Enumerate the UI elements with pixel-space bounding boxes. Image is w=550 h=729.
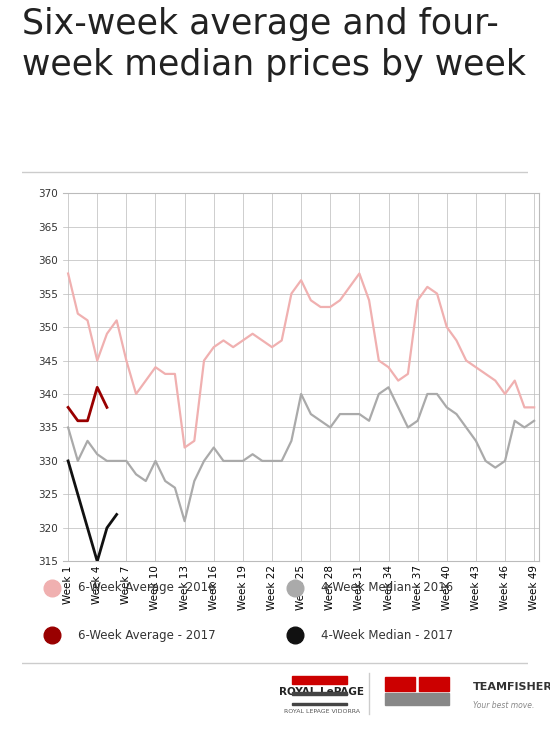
Bar (385, 677, 415, 690)
Text: ROYAL LEPAGE VIDORRA: ROYAL LEPAGE VIDORRA (284, 709, 360, 714)
Text: Six-week average and four-
week median prices by week: Six-week average and four- week median p… (22, 7, 526, 82)
Text: 6-Week Average - 2016: 6-Week Average - 2016 (78, 581, 215, 594)
Bar (292, 703, 346, 706)
Bar (292, 692, 346, 695)
Text: 4-Week Median - 2017: 4-Week Median - 2017 (321, 628, 453, 642)
Bar (419, 677, 449, 690)
Text: ROYAL LePAGE: ROYAL LePAGE (279, 687, 364, 697)
Text: Your best move.: Your best move. (473, 701, 535, 710)
Text: 4-Week Median - 2016: 4-Week Median - 2016 (321, 581, 453, 594)
Text: 6-Week Average - 2017: 6-Week Average - 2017 (78, 628, 215, 642)
Text: TEAMFISHER: TEAMFISHER (473, 682, 550, 692)
